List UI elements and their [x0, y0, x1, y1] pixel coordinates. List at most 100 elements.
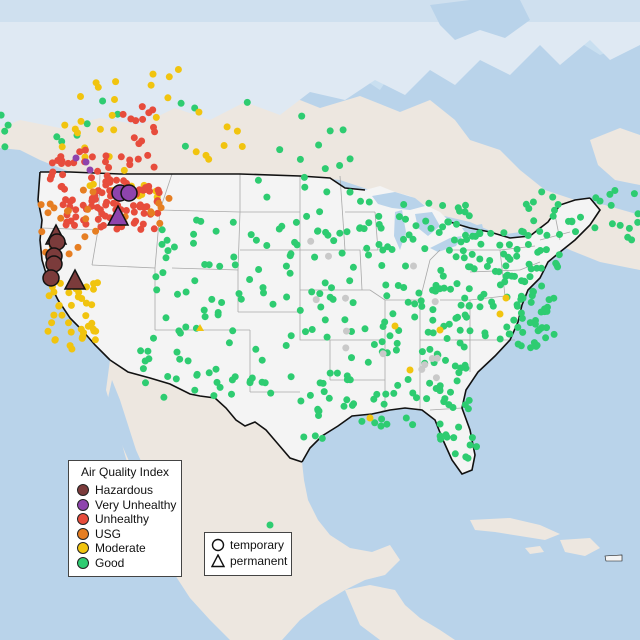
- monitor-marker: [160, 393, 168, 401]
- monitor-marker: [534, 327, 542, 335]
- monitor-marker: [184, 357, 192, 365]
- monitor-marker: [456, 207, 464, 215]
- monitor-marker: [164, 373, 172, 380]
- monitor-marker: [459, 247, 467, 255]
- monitor-marker: [88, 174, 95, 182]
- monitor-marker: [531, 320, 539, 328]
- gulf-atlantic-coast: [301, 197, 601, 475]
- monitor-marker: [524, 241, 532, 248]
- monitor-marker: [616, 221, 624, 229]
- monitor-marker: [136, 203, 144, 211]
- monitor-marker: [346, 277, 354, 285]
- monitor-marker: [465, 285, 473, 293]
- monitor-marker: [113, 225, 121, 233]
- monitor-marker: [402, 414, 410, 422]
- monitor-marker: [64, 207, 72, 215]
- monitor-marker: [436, 387, 444, 395]
- monitor-marker: [378, 338, 386, 346]
- monitor-marker: [530, 339, 538, 347]
- monitor-marker: [230, 253, 238, 261]
- monitor-marker: [120, 166, 128, 174]
- monitor-marker: [58, 311, 66, 319]
- monitor-marker: [51, 336, 59, 344]
- monitor-marker: [149, 70, 157, 78]
- monitor-marker: [392, 346, 400, 354]
- monitor-marker: [150, 163, 158, 171]
- monitor-marker: [489, 302, 497, 310]
- monitor-marker: [348, 328, 355, 335]
- monitor-marker: [411, 313, 419, 321]
- monitor-marker: [481, 332, 489, 340]
- monitor-marker: [200, 306, 208, 314]
- monitor-marker: [96, 206, 104, 214]
- aqi-legend: Air Quality Index Hazardous Very Unhealth…: [68, 460, 182, 577]
- monitor-marker: [67, 301, 75, 309]
- monitor-marker: [504, 271, 512, 279]
- monitor-marker: [625, 224, 633, 232]
- monitor-marker: [96, 125, 104, 133]
- monitor-marker: [59, 201, 67, 209]
- monitor-marker: [450, 434, 458, 442]
- highlighted-monitor-circle: [45, 255, 63, 273]
- monitor-marker: [549, 212, 557, 220]
- monitor-marker: [111, 96, 118, 103]
- monitor-marker: [291, 238, 299, 246]
- monitor-marker: [298, 112, 306, 120]
- monitor-marker: [346, 188, 354, 196]
- monitor-marker: [424, 328, 432, 336]
- monitor-marker: [287, 332, 295, 340]
- monitor-marker: [530, 288, 537, 296]
- newfoundland: [590, 128, 640, 185]
- monitor-marker: [77, 325, 85, 333]
- monitor-marker: [71, 125, 79, 133]
- monitor-marker: [524, 232, 532, 239]
- monitor-marker: [315, 141, 323, 149]
- monitor-marker: [591, 224, 599, 232]
- monitor-marker: [400, 284, 408, 291]
- monitor-marker: [427, 224, 435, 232]
- monitor-marker: [134, 155, 142, 163]
- monitor-marker: [443, 433, 451, 441]
- monitor-marker: [356, 224, 364, 232]
- monitor-marker: [153, 286, 161, 294]
- monitor-marker: [405, 231, 413, 239]
- monitor-marker: [122, 207, 130, 214]
- us-canada-border: [40, 171, 366, 191]
- monitor-marker: [551, 206, 558, 214]
- monitor-marker: [283, 293, 291, 301]
- monitor-marker: [418, 365, 426, 373]
- monitor-marker: [428, 355, 436, 362]
- monitor-marker: [248, 374, 256, 382]
- monitor-marker: [322, 228, 330, 236]
- monitor-marker: [410, 262, 417, 270]
- monitor-marker: [90, 285, 97, 293]
- state-line: [299, 312, 331, 380]
- monitor-marker: [431, 298, 439, 306]
- monitor-marker: [445, 218, 452, 226]
- monitor-marker: [300, 173, 308, 181]
- monitor-marker: [269, 300, 277, 308]
- monitor-marker: [182, 323, 190, 331]
- monitor-marker: [233, 127, 241, 135]
- monitor-marker: [404, 376, 412, 383]
- monitor-marker: [205, 369, 213, 377]
- monitor-marker: [65, 319, 72, 327]
- monitor-marker: [323, 188, 331, 196]
- monitor-marker: [436, 326, 444, 334]
- monitor-marker: [554, 201, 562, 208]
- monitor-marker: [451, 450, 459, 458]
- monitor-marker: [321, 165, 329, 173]
- monitor-marker: [440, 398, 448, 406]
- monitor-marker: [349, 263, 357, 271]
- monitor-marker: [79, 186, 87, 194]
- monitor-marker: [381, 318, 389, 326]
- monitor-marker: [132, 217, 140, 225]
- monitor-marker: [64, 159, 72, 167]
- monitor-marker: [154, 209, 162, 217]
- monitor-marker: [317, 303, 325, 311]
- monitor-marker: [378, 262, 386, 269]
- monitor-marker: [176, 329, 184, 337]
- monitor-marker: [364, 358, 372, 366]
- monitor-marker: [193, 370, 201, 378]
- monitor-marker: [487, 229, 495, 237]
